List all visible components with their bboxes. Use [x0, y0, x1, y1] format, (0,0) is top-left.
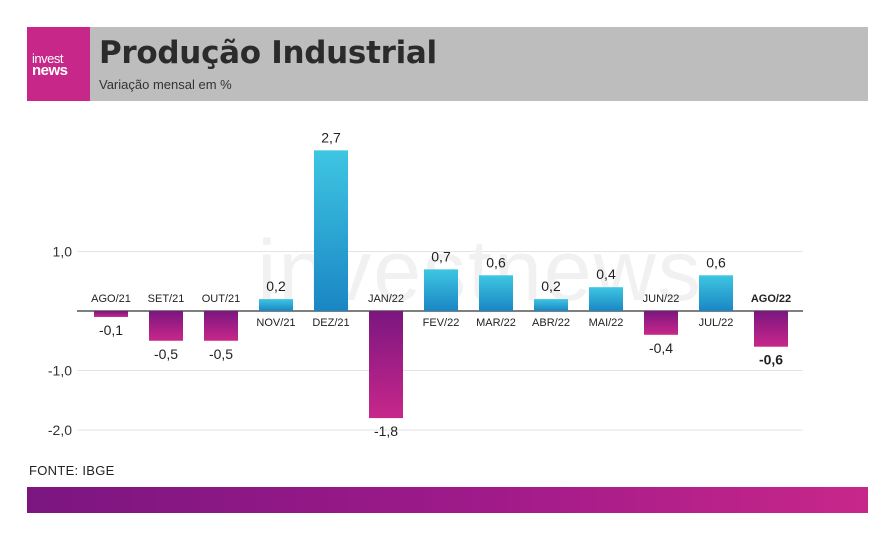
- chart-subtitle: Variação mensal em %: [99, 77, 232, 92]
- y-tick-label: 1,0: [53, 244, 73, 260]
- value-label: -1,8: [374, 423, 398, 439]
- bottom-gradient-bar: [27, 487, 868, 513]
- value-label: 0,7: [431, 248, 451, 264]
- value-label: 0,6: [706, 254, 726, 270]
- bar: [369, 311, 403, 419]
- category-label: FEV/22: [423, 317, 460, 329]
- category-label: MAR/22: [476, 317, 516, 329]
- y-tick-label: -1,0: [48, 363, 72, 379]
- category-label: AGO/21: [91, 293, 131, 305]
- bar: [754, 311, 788, 347]
- category-label: OUT/21: [202, 293, 241, 305]
- value-label: -0,5: [209, 346, 233, 362]
- bar: [644, 311, 678, 335]
- value-label: 2,7: [321, 129, 341, 145]
- chart-title: Produção Industrial: [99, 35, 437, 71]
- bar: [259, 299, 293, 311]
- source-note: FONTE: IBGE: [29, 463, 115, 478]
- bar: [424, 269, 458, 311]
- bar: [204, 311, 238, 341]
- value-label: 0,6: [486, 254, 506, 270]
- value-label: -0,6: [759, 352, 783, 368]
- bar: [314, 150, 348, 311]
- logo-text-news: news: [32, 62, 68, 79]
- value-label: 0,2: [541, 278, 561, 294]
- category-label: MAI/22: [589, 317, 624, 329]
- value-label: -0,1: [99, 322, 123, 338]
- category-label: AGO/22: [751, 293, 791, 305]
- value-label: 0,4: [596, 266, 616, 282]
- bar: [699, 275, 733, 311]
- category-label: DEZ/21: [312, 317, 349, 329]
- category-label: NOV/21: [256, 317, 295, 329]
- category-label: JUL/22: [699, 317, 734, 329]
- bar: [149, 311, 183, 341]
- category-label: SET/21: [148, 293, 185, 305]
- value-label: -0,5: [154, 346, 178, 362]
- category-label: JUN/22: [643, 293, 680, 305]
- bar: [94, 311, 128, 317]
- logo-text-invest: invest: [32, 51, 63, 66]
- value-label: 0,2: [266, 278, 286, 294]
- chart-header: invest news Produção Industrial Variação…: [27, 27, 868, 101]
- bar: [534, 299, 568, 311]
- bar: [479, 275, 513, 311]
- value-label: -0,4: [649, 340, 673, 356]
- category-label: ABR/22: [532, 317, 570, 329]
- category-label: JAN/22: [368, 293, 404, 305]
- investnews-logo: invest news: [27, 27, 90, 101]
- bar: [589, 287, 623, 311]
- y-tick-label: -2,0: [48, 422, 72, 438]
